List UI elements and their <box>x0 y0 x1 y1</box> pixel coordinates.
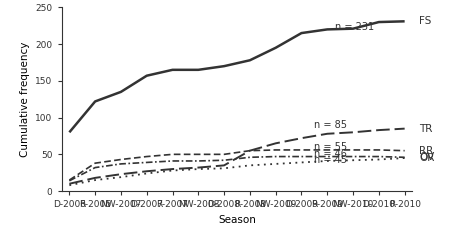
Text: n = 45: n = 45 <box>314 155 347 165</box>
Text: FS: FS <box>419 16 432 26</box>
Text: TR: TR <box>419 124 433 134</box>
Y-axis label: Cumulative frequency: Cumulative frequency <box>20 42 30 157</box>
Text: RR: RR <box>419 146 434 156</box>
Text: OR: OR <box>419 153 435 163</box>
Text: OV: OV <box>419 152 435 162</box>
Text: n = 46: n = 46 <box>314 149 347 159</box>
Text: n = 231: n = 231 <box>335 22 374 32</box>
Text: n = 55: n = 55 <box>314 142 347 152</box>
Text: n = 85: n = 85 <box>314 120 347 130</box>
X-axis label: Season: Season <box>218 215 256 225</box>
